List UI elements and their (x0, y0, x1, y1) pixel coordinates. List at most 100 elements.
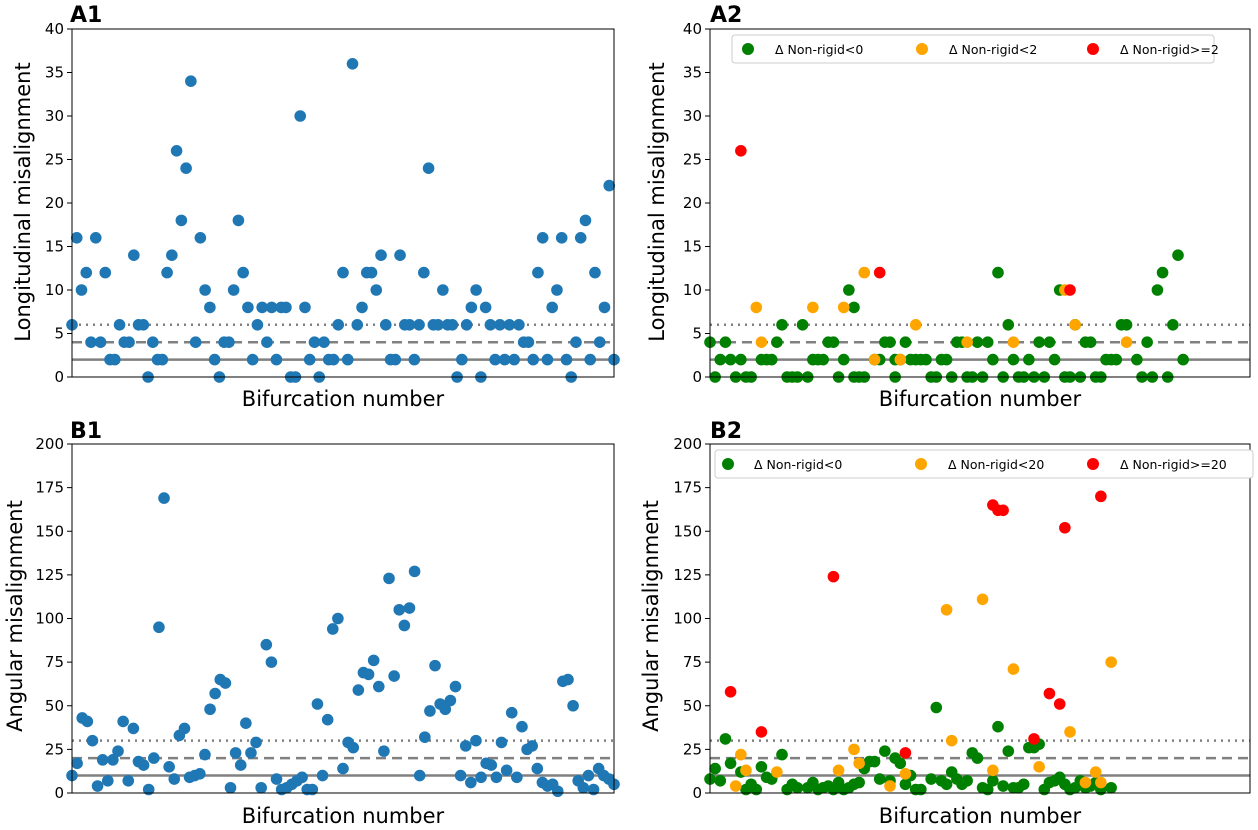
y-tick-label-b1-1: 25 (45, 740, 64, 758)
data-point-b2-s1-1 (735, 748, 747, 761)
data-point-a2-s0-64 (1033, 336, 1045, 349)
data-point-b2-s0-38 (915, 783, 927, 796)
legend-marker-b2-2 (1087, 458, 1099, 470)
data-point-b2-s1-10 (945, 734, 958, 747)
y-tick-label-a2-0: 0 (692, 368, 702, 386)
data-point-a2-s0-2 (714, 353, 727, 366)
data-point-a2-s0-52 (971, 336, 984, 349)
data-point-b2-s0-31 (879, 745, 891, 757)
data-point-b2-s1-5 (848, 743, 860, 756)
data-point-a1-s0-91 (498, 353, 511, 366)
data-point-a1-s0-55 (327, 353, 340, 366)
panel-a1: A1 0 5 10 15 20 25 30 35 40 Bifurcation number L… (11, 3, 620, 411)
data-point-a1-s0-51 (308, 336, 321, 349)
data-point-b1-s0-48 (311, 698, 324, 710)
data-point-a1-s0-90 (494, 319, 506, 331)
data-point-b2-s0-46 (961, 774, 973, 787)
data-point-b1-s0-18 (158, 492, 170, 504)
data-point-a2-s1-11 (1069, 319, 1081, 331)
data-point-a2-s0-89 (1167, 319, 1179, 331)
data-point-b1-s0-49 (316, 769, 329, 782)
legend-label-b2-0: Δ Non-rigid<0 (754, 457, 842, 472)
data-point-a1-s0-38 (246, 353, 259, 366)
reference-lines-b2 (710, 739, 1250, 777)
data-point-b2-s1-9 (940, 603, 953, 616)
legend-label-a2-1: Δ Non-rigid<2 (949, 42, 1037, 57)
data-point-b1-s0-45 (296, 771, 308, 784)
data-point-a2-s1-2 (807, 301, 819, 314)
data-point-a1-s0-34 (227, 284, 240, 296)
data-point-a1-s0-98 (532, 266, 544, 279)
points-a1 (66, 58, 620, 383)
data-point-a1-s0-36 (237, 266, 249, 279)
data-point-b1-s0-100 (577, 781, 590, 794)
data-point-b1-s0-84 (495, 736, 508, 749)
y-tick-label-a2-5: 25 (683, 151, 702, 169)
data-point-a1-s0-100 (541, 353, 554, 366)
data-point-b2-s1-11 (976, 593, 989, 606)
data-point-a2-s2-2 (1064, 284, 1076, 296)
data-point-b1-s0-58 (362, 668, 375, 681)
data-point-b2-s0-53 (997, 780, 1009, 792)
data-point-a2-s0-81 (1120, 319, 1133, 331)
data-point-b1-s0-25 (194, 768, 206, 780)
data-point-b1-s0-71 (429, 659, 441, 672)
data-point-b2-s2-10 (1059, 521, 1071, 534)
y-tick-label-a1-1: 5 (54, 325, 64, 343)
panel-label-b1: B1 (70, 419, 102, 444)
data-point-a2-s0-54 (981, 336, 994, 349)
data-point-b1-s0-35 (245, 747, 257, 759)
data-point-b2-s1-2 (740, 764, 752, 777)
data-point-b1-s0-15 (142, 783, 155, 796)
points-a2 (704, 145, 1189, 383)
data-point-b1-s0-97 (562, 673, 574, 686)
y-axis-label-b2: Angular misalignment (639, 500, 663, 732)
data-point-a1-s0-49 (299, 301, 311, 314)
data-point-a1-s0-45 (280, 301, 292, 314)
data-point-a2-s1-5 (868, 353, 881, 366)
data-point-a1-s0-56 (332, 319, 345, 331)
data-point-a1-s0-82 (456, 353, 468, 366)
data-point-b2-s2-3 (899, 747, 912, 759)
data-point-b1-s0-10 (117, 715, 129, 728)
data-point-b1-s0-60 (372, 680, 385, 693)
data-point-a1-s0-65 (375, 249, 387, 261)
data-point-a2-s0-26 (843, 284, 855, 296)
data-point-b1-s0-95 (551, 785, 564, 798)
data-point-a1-s0-60 (351, 319, 364, 331)
y-tick-label-a2-2: 10 (683, 281, 702, 299)
data-point-b1-s0-31 (224, 781, 237, 794)
data-point-b1-s0-90 (526, 740, 538, 752)
data-point-a2-s0-59 (1007, 353, 1020, 366)
data-point-a1-s0-80 (446, 319, 459, 331)
data-point-a1-s0-75 (422, 162, 435, 174)
data-point-b1-s0-68 (413, 769, 426, 782)
data-point-b1-s0-69 (419, 731, 431, 743)
data-point-a1-s0-63 (365, 266, 378, 279)
data-point-b1-s0-65 (398, 619, 411, 632)
data-point-b1-s0-52 (332, 612, 344, 625)
x-axis-label-a1: Bifurcation number (242, 387, 445, 411)
data-point-a1-s0-89 (489, 353, 501, 366)
y-axis-label-b1: Angular misalignment (3, 500, 27, 732)
legend-marker-b2-0 (722, 458, 734, 470)
points-b1 (66, 492, 620, 798)
y-tick-label-a1-3: 15 (45, 238, 64, 256)
data-point-a2-s1-0 (750, 301, 763, 314)
data-point-a2-s1-7 (909, 319, 922, 331)
data-point-a1-s0-29 (204, 301, 216, 314)
data-point-b1-s0-19 (163, 761, 175, 773)
data-point-b2-s1-0 (729, 780, 742, 792)
data-point-b1-s0-91 (531, 762, 544, 775)
data-point-b2-s2-11 (1095, 490, 1107, 503)
y-ticks-b1: 0 25 50 75 100 125 150 175 200 (35, 435, 72, 802)
data-point-a1-s0-110 (589, 266, 601, 279)
y-tick-label-a1-4: 20 (45, 194, 64, 212)
data-point-a1-s0-4 (85, 336, 97, 349)
x-axis-label-a2: Bifurcation number (879, 387, 1082, 411)
data-point-a2-s2-1 (873, 266, 886, 279)
data-point-a1-s0-5 (89, 232, 102, 244)
data-point-a1-s0-108 (579, 214, 592, 227)
data-point-b1-s0-70 (424, 705, 436, 717)
data-point-b2-s0-35 (899, 778, 912, 791)
